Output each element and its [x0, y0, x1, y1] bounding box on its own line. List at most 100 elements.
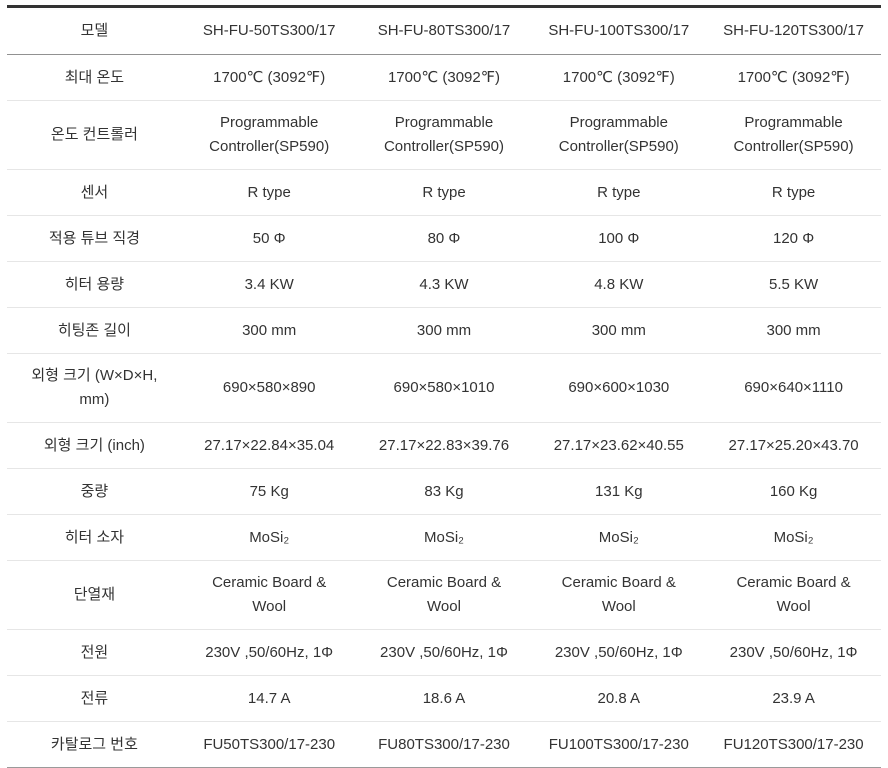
spec-cell-text: 3.4 KW	[244, 275, 294, 293]
spec-cell-text: 300 mm	[242, 321, 297, 339]
spec-cell: MoSi₂	[706, 522, 881, 554]
row-label-text: 센서	[80, 183, 109, 201]
row-label-text: 적용 튜브 직경	[48, 229, 140, 247]
row-label-text: 중량	[80, 482, 109, 500]
spec-cell-text: Programmable Controller(SP590)	[733, 114, 854, 155]
spec-cell-text: 4.8 KW	[594, 275, 644, 293]
spec-cell-text: Ceramic Board & Wool	[212, 574, 327, 615]
table-row: 히팅존 길이 300 mm 300 mm 300 mm 300 mm	[7, 308, 881, 354]
spec-cell: 100 Φ	[531, 223, 706, 255]
spec-cell: 1700℃ (3092℉)	[357, 62, 532, 94]
row-label: 전류	[7, 683, 182, 715]
spec-cell: 23.9 A	[706, 683, 881, 715]
spec-cell-text: 1700℃ (3092℉)	[213, 68, 326, 86]
spec-cell-text: 690×580×1010	[393, 379, 495, 396]
header-model-3: SH-FU-100TS300/17	[531, 15, 706, 47]
spec-cell: 300 mm	[182, 315, 357, 347]
table-row: 온도 컨트롤러 Programmable Controller(SP590) Pro…	[7, 101, 881, 170]
spec-cell-text: MoSi₂	[773, 528, 814, 546]
spec-cell: 230V ,50/60Hz, 1Φ	[531, 637, 706, 669]
table-header-row: 모델 SH-FU-50TS300/17 SH-FU-80TS300/17 SH-…	[7, 8, 881, 55]
spec-cell: 27.17×25.20×43.70	[706, 430, 881, 462]
table-row: 전류 14.7 A 18.6 A 20.8 A 23.9 A	[7, 676, 881, 722]
row-label: 히터 용량	[7, 269, 182, 301]
spec-cell-text: 131 Kg	[595, 482, 643, 500]
row-label-text: 외형 크기 (W×D×H, mm)	[31, 367, 158, 408]
spec-cell: FU80TS300/17-230	[357, 729, 532, 761]
spec-cell: 4.3 KW	[357, 269, 532, 301]
spec-cell: 50 Φ	[182, 223, 357, 255]
spec-cell: MoSi₂	[531, 522, 706, 554]
spec-cell: 300 mm	[706, 315, 881, 347]
row-label: 외형 크기 (W×D×H, mm)	[7, 360, 182, 416]
row-label: 최대 온도	[7, 62, 182, 94]
table-row: 외형 크기 (inch) 27.17×22.84×35.04 27.17×22.83…	[7, 423, 881, 469]
row-label: 적용 튜브 직경	[7, 223, 182, 255]
spec-cell-text: FU100TS300/17-230	[548, 735, 689, 753]
spec-cell-text: R type	[422, 183, 466, 201]
spec-cell: 4.8 KW	[531, 269, 706, 301]
spec-cell: Programmable Controller(SP590)	[357, 107, 532, 163]
header-model-1: SH-FU-50TS300/17	[182, 15, 357, 47]
row-label: 단열재	[7, 579, 182, 611]
spec-cell-text: MoSi₂	[423, 528, 464, 546]
spec-cell: Ceramic Board & Wool	[357, 567, 532, 623]
spec-cell: R type	[706, 177, 881, 209]
table-row: 적용 튜브 직경 50 Φ 80 Φ 100 Φ 120 Φ	[7, 216, 881, 262]
spec-cell-text: 300 mm	[591, 321, 646, 339]
spec-cell-text: MoSi₂	[249, 528, 290, 546]
spec-cell-text: 230V ,50/60Hz, 1Φ	[380, 643, 508, 661]
spec-cell-text: 5.5 KW	[768, 275, 819, 293]
row-label: 전원	[7, 637, 182, 669]
spec-cell: Ceramic Board & Wool	[706, 567, 881, 623]
spec-cell-text: 230V ,50/60Hz, 1Φ	[205, 643, 334, 661]
row-label-text: 히팅존 길이	[57, 321, 131, 339]
spec-cell-text: 1700℃ (3092℉)	[387, 68, 500, 86]
spec-cell-text: Programmable Controller(SP590)	[209, 114, 330, 155]
spec-cell-text: 4.3 KW	[419, 275, 469, 293]
spec-cell: 230V ,50/60Hz, 1Φ	[357, 637, 532, 669]
spec-cell: 1700℃ (3092℉)	[706, 62, 881, 94]
row-label-text: 히터 용량	[64, 275, 125, 293]
spec-cell-text: 230V ,50/60Hz, 1Φ	[554, 643, 683, 661]
spec-cell: FU50TS300/17-230	[182, 729, 357, 761]
row-label-text: 히터 소자	[64, 528, 125, 546]
spec-cell: 27.17×22.83×39.76	[357, 430, 532, 462]
spec-cell: Programmable Controller(SP590)	[706, 107, 881, 163]
spec-cell: Ceramic Board & Wool	[531, 567, 706, 623]
table-row: 단열재 Ceramic Board & Wool Ceramic Board & W…	[7, 561, 881, 630]
spec-cell-text: 27.17×22.83×39.76	[378, 436, 510, 454]
spec-cell: 80 Φ	[357, 223, 532, 255]
header-model-2-text: SH-FU-80TS300/17	[377, 22, 511, 39]
spec-cell-text: FU120TS300/17-230	[723, 735, 864, 753]
row-label-text: 단열재	[73, 586, 116, 603]
spec-cell: Programmable Controller(SP590)	[531, 107, 706, 163]
table-row: 중량 75 Kg 83 Kg 131 Kg 160 Kg	[7, 469, 881, 515]
spec-cell: Programmable Controller(SP590)	[182, 107, 357, 163]
header-model-label: 모델	[7, 15, 182, 47]
spec-cell-text: FU80TS300/17-230	[378, 735, 510, 753]
spec-cell-text: 50 Φ	[252, 229, 286, 247]
spec-cell-text: 690×580×890	[222, 379, 316, 396]
spec-cell-text: R type	[771, 183, 816, 201]
spec-cell-text: Ceramic Board & Wool	[561, 574, 676, 615]
spec-cell: 230V ,50/60Hz, 1Φ	[182, 637, 357, 669]
spec-cell-text: 300 mm	[416, 321, 472, 339]
table-row: 히터 소자 MoSi₂ MoSi₂ MoSi₂ MoSi₂	[7, 515, 881, 561]
spec-cell-text: 14.7 A	[247, 689, 291, 707]
header-model-label-text: 모델	[80, 22, 109, 39]
spec-cell: FU100TS300/17-230	[531, 729, 706, 761]
table-row: 센서 R type R type R type R type	[7, 170, 881, 216]
spec-cell: 690×640×1110	[706, 372, 881, 404]
spec-cell-text: Programmable Controller(SP590)	[383, 114, 505, 155]
row-label-text: 최대 온도	[64, 68, 125, 86]
spec-cell: 5.5 KW	[706, 269, 881, 301]
table-row: 히터 용량 3.4 KW 4.3 KW 4.8 KW 5.5 KW	[7, 262, 881, 308]
spec-cell: MoSi₂	[182, 522, 357, 554]
table-row: 최대 온도 1700℃ (3092℉) 1700℃ (3092℉) 1700℃ (30…	[7, 55, 881, 101]
spec-cell: 230V ,50/60Hz, 1Φ	[706, 637, 881, 669]
spec-cell: 18.6 A	[357, 683, 532, 715]
spec-cell: Ceramic Board & Wool	[182, 567, 357, 623]
spec-cell: 160 Kg	[706, 476, 881, 508]
row-label-text: 전류	[80, 689, 109, 707]
